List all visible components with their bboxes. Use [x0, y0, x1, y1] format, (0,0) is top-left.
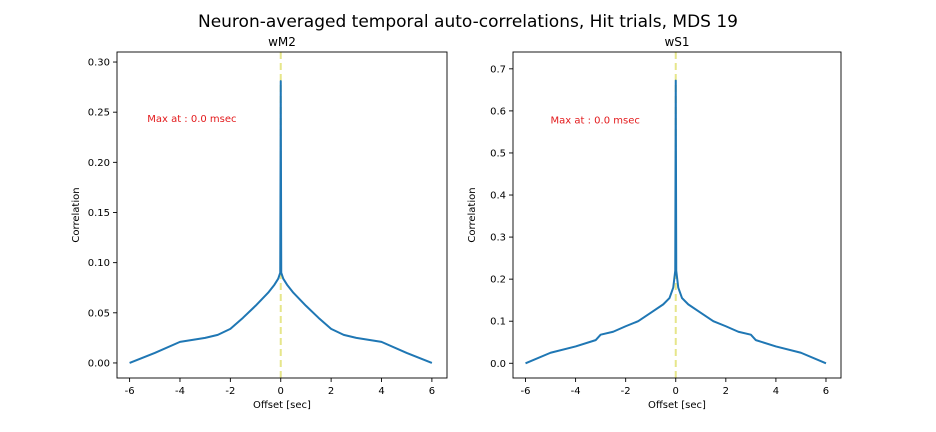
y-axis-label: Correlation — [467, 187, 478, 242]
y-tick-label: 0.20 — [88, 158, 110, 169]
subplot-wm2: -6 -4 -2 0 2 4 6 0.00 0.05 0.10 0.15 0.20 0.25 0.30 wM… — [71, 35, 448, 411]
axes-frame — [512, 51, 842, 379]
max-annotation: Max at : 0.0 msec — [147, 114, 236, 125]
y-tick-label: 0.0 — [490, 359, 506, 370]
figure-title: Neuron-averaged temporal auto-correlatio… — [198, 12, 738, 32]
subplot-title: wM2 — [268, 35, 296, 49]
y-tick-label: 0.10 — [88, 258, 110, 269]
y-tick-label: 0.2 — [490, 275, 506, 286]
max-annotation: Max at : 0.0 msec — [551, 116, 640, 127]
x-tick-label: 4 — [773, 386, 779, 397]
x-tick-label: -6 — [125, 386, 135, 397]
y-tick-label: 0.05 — [88, 308, 110, 319]
x-tick-label: 6 — [429, 386, 435, 397]
x-tick-label: -2 — [621, 386, 631, 397]
y-tick-label: 0.3 — [490, 233, 506, 244]
x-tick-label: -6 — [521, 386, 531, 397]
y-tick-label: 0.5 — [490, 148, 506, 159]
series-line — [129, 80, 433, 364]
x-tick-label: -4 — [175, 386, 185, 397]
subplots: -6 -4 -2 0 2 4 60.000.050.100.150.200.250.30wM… — [71, 35, 842, 411]
x-tick-label: 2 — [723, 386, 729, 397]
x-tick-label: 2 — [328, 386, 334, 397]
y-tick-label: 0.00 — [88, 358, 110, 369]
y-axis-label: Correlation — [71, 187, 82, 242]
x-axis-label: Offset [sec] — [253, 400, 311, 411]
y-tick-label: 0.4 — [490, 191, 506, 202]
y-tick-label: 0.1 — [490, 317, 506, 328]
y-tick-label: 0.25 — [88, 108, 110, 119]
x-tick-label: 6 — [823, 386, 829, 397]
subplot-ws1: -6 -4 -2 0 2 4 6 0.0 0.1 0.2 0.3 0.4 0.5 0.6 0.7 wS1 Off… — [467, 35, 842, 411]
x-tick-label: 0 — [278, 386, 284, 397]
y-tick-label: 0.15 — [88, 208, 110, 219]
axes-frame — [116, 51, 448, 379]
y-tick-label: 0.6 — [490, 106, 506, 117]
x-tick-label: 0 — [673, 386, 679, 397]
x-tick-label: 4 — [378, 386, 384, 397]
x-tick-label: -2 — [225, 386, 235, 397]
y-tick-label: 0.30 — [88, 58, 110, 69]
y-tick-label: 0.7 — [490, 64, 506, 75]
x-tick-label: -4 — [571, 386, 581, 397]
series-line — [525, 79, 827, 365]
subplot-title: wS1 — [664, 35, 689, 49]
x-axis-label: Offset [sec] — [648, 400, 706, 411]
